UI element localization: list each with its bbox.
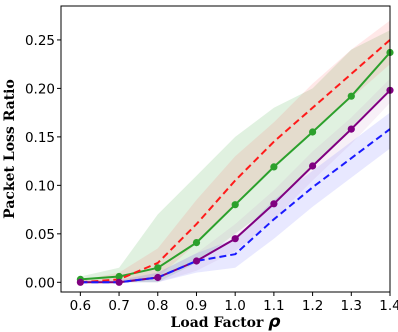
confidence-bands xyxy=(80,20,391,283)
series-1-point xyxy=(231,201,239,209)
series-3-point xyxy=(270,200,278,208)
series-1-band xyxy=(80,30,391,283)
series-3-point xyxy=(154,273,162,282)
x-tick-label: 1.3 xyxy=(341,298,362,314)
y-tick-label: 0.15 xyxy=(25,130,55,146)
series-2-line xyxy=(80,39,391,284)
y-tick-label: 0.10 xyxy=(25,178,55,194)
x-tick-label: 1.2 xyxy=(302,298,323,314)
x-axis-label-symbol: ρ xyxy=(268,312,280,332)
x-tick-label: 0.6 xyxy=(70,298,91,314)
series-3-point xyxy=(115,278,123,286)
x-tick-label: 1.1 xyxy=(263,298,284,314)
x-tick-label: 0.7 xyxy=(108,298,129,314)
series-1-point xyxy=(154,264,162,272)
y-tick-label: 0.25 xyxy=(25,33,55,49)
plot-frame xyxy=(60,5,391,293)
series-4-band xyxy=(80,112,391,283)
y-tick-label: 0.20 xyxy=(25,81,55,97)
series-1-point xyxy=(270,163,278,171)
x-axis-ticks: 0.6 0.7 0.8 0.9 1.0 1.1 1.2 1.3 1.4 xyxy=(70,292,398,314)
series-3-point xyxy=(309,162,317,170)
x-axis-label: Load Factor ρ xyxy=(171,312,281,332)
y-tick-label: 0.05 xyxy=(25,227,55,243)
x-axis-label-text: Load Factor xyxy=(171,315,264,331)
series-3-point xyxy=(192,257,201,265)
x-tick-label: 1.0 xyxy=(224,298,245,314)
series-1-point xyxy=(347,92,355,100)
series-4-line xyxy=(80,128,391,284)
x-tick-label: 0.8 xyxy=(147,298,168,314)
series-2-band xyxy=(80,20,391,283)
series-1-point xyxy=(309,128,317,136)
y-tick-label: 0.00 xyxy=(25,275,55,291)
x-tick-label: 1.4 xyxy=(379,298,398,314)
series-markers xyxy=(76,48,394,286)
series-3-point xyxy=(231,235,239,243)
series-3-point xyxy=(347,125,355,133)
series-3-point xyxy=(76,278,84,286)
y-axis-ticks: 0.00 0.05 0.10 0.15 0.20 0.25 xyxy=(25,33,61,291)
x-tick-label: 0.9 xyxy=(186,298,207,314)
series-1-point xyxy=(192,239,201,247)
y-axis-label: Packet Loss Ratio xyxy=(2,79,18,219)
series-1-point xyxy=(115,272,123,281)
